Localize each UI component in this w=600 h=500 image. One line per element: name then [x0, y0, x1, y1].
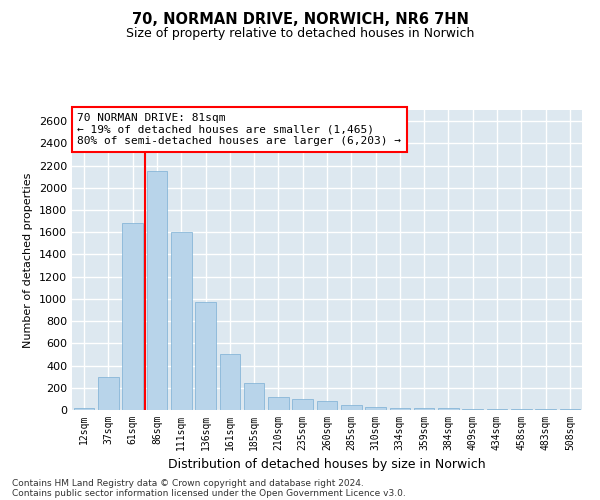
- Text: Contains public sector information licensed under the Open Government Licence v3: Contains public sector information licen…: [12, 488, 406, 498]
- Bar: [146, 171, 167, 410]
- Bar: [317, 400, 337, 410]
- Bar: [74, 408, 94, 410]
- Bar: [389, 408, 410, 410]
- Bar: [341, 405, 362, 410]
- Text: 70, NORMAN DRIVE, NORWICH, NR6 7HN: 70, NORMAN DRIVE, NORWICH, NR6 7HN: [131, 12, 469, 28]
- Bar: [365, 406, 386, 410]
- Bar: [195, 302, 216, 410]
- Bar: [122, 224, 143, 410]
- Bar: [244, 383, 265, 410]
- X-axis label: Distribution of detached houses by size in Norwich: Distribution of detached houses by size …: [168, 458, 486, 471]
- Text: Contains HM Land Registry data © Crown copyright and database right 2024.: Contains HM Land Registry data © Crown c…: [12, 478, 364, 488]
- Y-axis label: Number of detached properties: Number of detached properties: [23, 172, 34, 348]
- Bar: [292, 399, 313, 410]
- Bar: [487, 409, 508, 410]
- Bar: [560, 409, 580, 410]
- Bar: [463, 409, 483, 410]
- Bar: [414, 408, 434, 410]
- Bar: [98, 376, 119, 410]
- Bar: [438, 408, 459, 410]
- Bar: [220, 354, 240, 410]
- Text: 70 NORMAN DRIVE: 81sqm
← 19% of detached houses are smaller (1,465)
80% of semi-: 70 NORMAN DRIVE: 81sqm ← 19% of detached…: [77, 113, 401, 146]
- Bar: [171, 232, 191, 410]
- Bar: [268, 396, 289, 410]
- Text: Size of property relative to detached houses in Norwich: Size of property relative to detached ho…: [126, 28, 474, 40]
